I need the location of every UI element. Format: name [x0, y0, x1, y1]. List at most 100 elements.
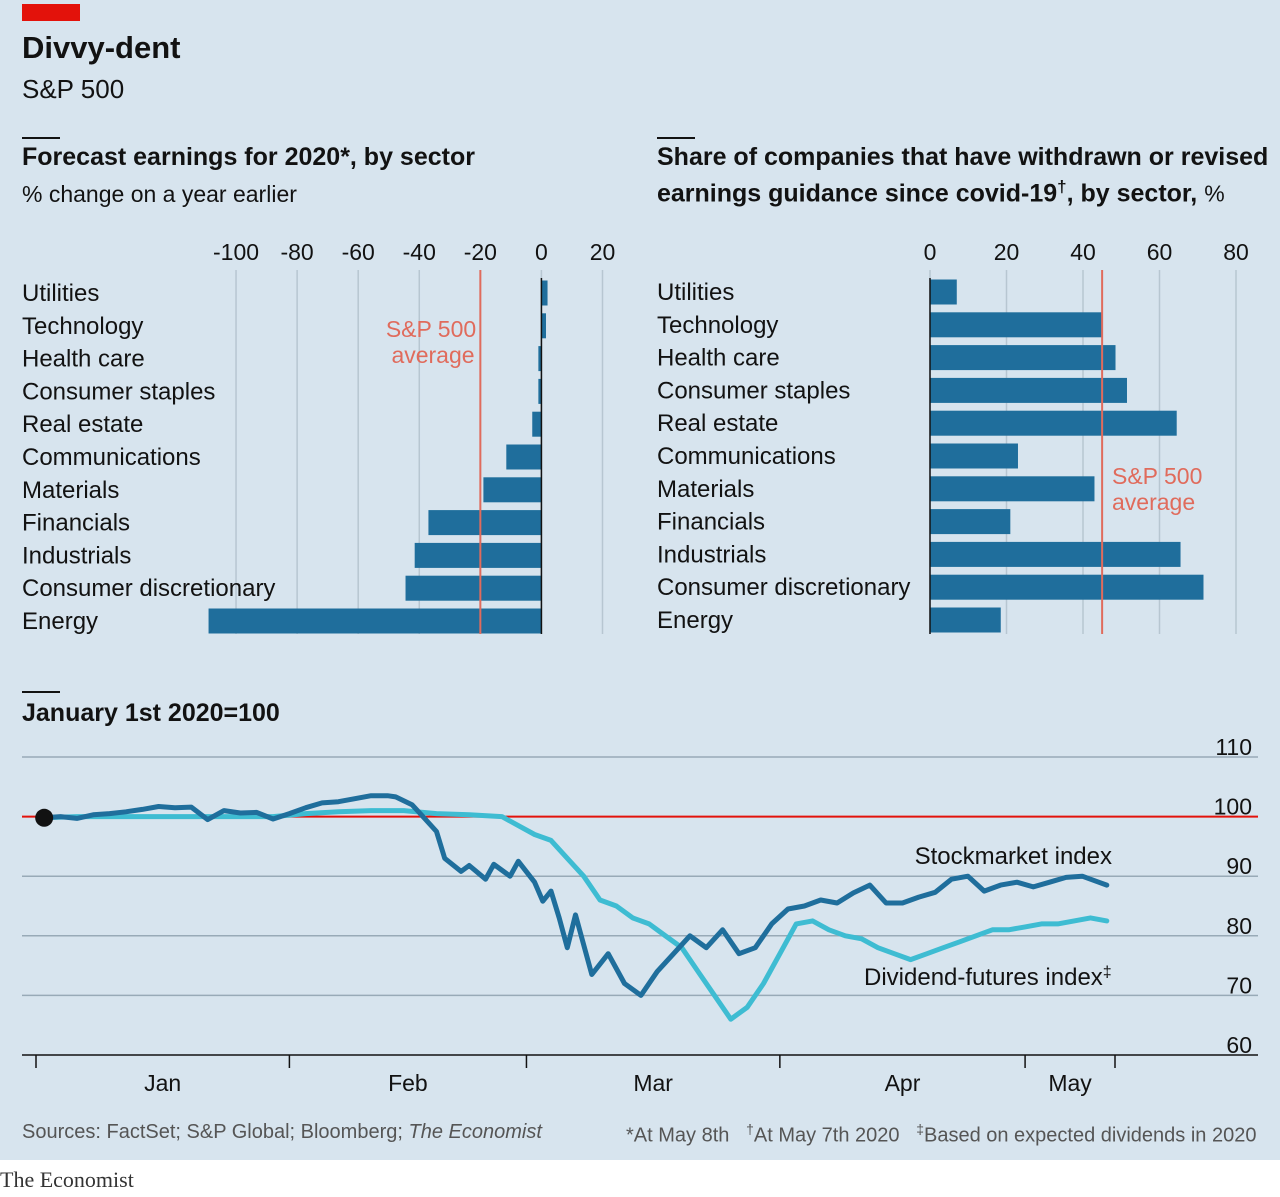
- bar-0-3: [538, 378, 542, 404]
- sources-note: Sources: FactSet; S&P Global; Bloomberg;…: [22, 1121, 542, 1144]
- right-chart-title-suffix: , by sector,: [1066, 179, 1198, 208]
- line-ytick-label-5: 60: [1226, 1032, 1252, 1058]
- line-xtick-label-2: Mar: [633, 1070, 673, 1096]
- category-label-0-8: Industrials: [22, 542, 131, 569]
- series-label-dividend: Dividend-futures index‡: [864, 964, 1112, 991]
- left-chart-rule: [22, 137, 60, 139]
- average-label-line1-0: S&P 500: [386, 316, 476, 342]
- average-label-line1-1: S&P 500: [1112, 463, 1202, 489]
- sources-text: Sources: FactSet; S&P Global; Bloomberg;: [22, 1121, 409, 1143]
- line-ytick-label-4: 70: [1226, 972, 1252, 998]
- footnote-may-8th: *At May 8th: [626, 1124, 730, 1147]
- line-xtick-label-0: Jan: [144, 1070, 181, 1096]
- left-chart-title: Forecast earnings for 2020*, by sector: [22, 143, 475, 171]
- category-label-0-1: Technology: [22, 313, 143, 340]
- bar-1-1: [930, 312, 1103, 338]
- bar-1-10: [930, 607, 1001, 633]
- bar-tick-label-0-2: -60: [342, 239, 375, 265]
- line-ytick-label-0: 110: [1215, 734, 1252, 760]
- category-label-1-1: Technology: [657, 312, 778, 339]
- bar-tick-label-1-2: 40: [1070, 239, 1096, 265]
- category-label-1-3: Consumer staples: [657, 377, 850, 404]
- category-label-1-4: Real estate: [657, 410, 778, 437]
- bar-0-9: [405, 575, 542, 601]
- category-label-1-8: Industrials: [657, 541, 766, 568]
- chart-subtitle: S&P 500: [22, 74, 125, 104]
- bar-0-10: [208, 608, 542, 634]
- line-xtick-label-3: Apr: [885, 1070, 921, 1096]
- economist-red-tag: [22, 4, 80, 21]
- economist-brand: The Economist: [0, 1167, 134, 1192]
- line-chart-title: January 1st 2020=100: [22, 699, 280, 727]
- category-label-0-3: Consumer staples: [22, 378, 215, 405]
- bar-tick-label-0-3: -40: [403, 239, 436, 265]
- category-label-0-10: Energy: [22, 608, 98, 635]
- bar-1-6: [930, 476, 1095, 502]
- line-ytick-label-3: 80: [1226, 913, 1252, 939]
- average-label-line2-0: average: [391, 342, 474, 368]
- sources-italic: The Economist: [408, 1121, 542, 1143]
- bar-0-2: [538, 346, 542, 372]
- dagger-mark: †: [1057, 177, 1067, 196]
- right-chart-rule: [657, 137, 695, 139]
- series-label-stockmarket: Stockmarket index: [915, 843, 1112, 870]
- right-chart-title-unit: %: [1204, 180, 1225, 207]
- bar-0-6: [483, 477, 542, 503]
- average-label-line2-1: average: [1112, 489, 1195, 515]
- bar-1-3: [930, 377, 1127, 403]
- bar-0-7: [428, 510, 542, 536]
- category-label-1-9: Consumer discretionary: [657, 574, 910, 601]
- bar-tick-label-0-0: -100: [213, 239, 259, 265]
- footnote-may-7th: At May 7th 2020: [753, 1124, 900, 1147]
- bar-tick-label-1-3: 60: [1147, 239, 1173, 265]
- bar-tick-label-0-6: 20: [590, 239, 616, 265]
- category-label-0-4: Real estate: [22, 411, 143, 438]
- bar-0-8: [414, 542, 542, 568]
- category-label-0-5: Communications: [22, 444, 201, 471]
- bar-tick-label-0-5: 0: [535, 239, 548, 265]
- bar-0-5: [506, 444, 542, 470]
- right-chart-title-line2: earnings guidance since covid-19†, by se…: [657, 177, 1225, 208]
- bar-1-2: [930, 345, 1116, 371]
- footnote-dividends: Based on expected dividends in 2020: [923, 1124, 1257, 1147]
- category-label-0-7: Financials: [22, 510, 130, 537]
- line-ytick-label-1: 100: [1214, 794, 1252, 820]
- chart-title: Divvy-dent: [22, 30, 181, 65]
- category-label-1-7: Financials: [657, 509, 765, 536]
- footnote-double-dagger: ‡: [916, 1121, 924, 1137]
- footnote-dagger: †: [746, 1121, 754, 1137]
- bar-1-5: [930, 443, 1018, 469]
- category-label-1-5: Communications: [657, 443, 836, 470]
- category-label-0-9: Consumer discretionary: [22, 575, 275, 602]
- category-label-1-0: Utilities: [657, 279, 734, 306]
- line-xtick-label-4: May: [1048, 1070, 1092, 1096]
- charts-svg: -100 -80 -60 -40 -20 0 20 Utilities Technology He…: [22, 239, 1258, 1096]
- bar-1-9: [930, 574, 1204, 600]
- bar-tick-label-0-4: -20: [464, 239, 497, 265]
- right-chart-title-line2-text: earnings guidance since covid-19: [657, 179, 1058, 208]
- line-chart-rule: [22, 691, 60, 693]
- bar-tick-label-1-1: 20: [994, 239, 1020, 265]
- series-line-0: [41, 793, 1110, 998]
- bar-1-7: [930, 509, 1011, 535]
- category-label-0-2: Health care: [22, 346, 145, 373]
- category-label-0-6: Materials: [22, 477, 119, 504]
- category-label-1-10: Energy: [657, 607, 733, 634]
- start-marker: [35, 808, 54, 827]
- bar-1-4: [930, 410, 1177, 436]
- bar-tick-label-1-0: 0: [924, 239, 937, 265]
- bar-0-0: [541, 280, 548, 306]
- bar-tick-label-0-1: -80: [280, 239, 313, 265]
- line-xtick-label-1: Feb: [388, 1070, 428, 1096]
- right-chart-title-line1: Share of companies that have withdrawn o…: [657, 143, 1269, 171]
- bar-0-1: [541, 313, 547, 339]
- bar-1-0: [930, 279, 957, 305]
- category-label-1-6: Materials: [657, 476, 754, 503]
- bar-tick-label-1-4: 80: [1223, 239, 1249, 265]
- bar-1-8: [930, 541, 1181, 567]
- category-label-1-2: Health care: [657, 345, 780, 372]
- left-chart-subtitle: % change on a year earlier: [22, 181, 297, 207]
- bar-0-4: [532, 411, 542, 437]
- category-label-0-0: Utilities: [22, 280, 99, 307]
- series-line-1: [41, 808, 1110, 1022]
